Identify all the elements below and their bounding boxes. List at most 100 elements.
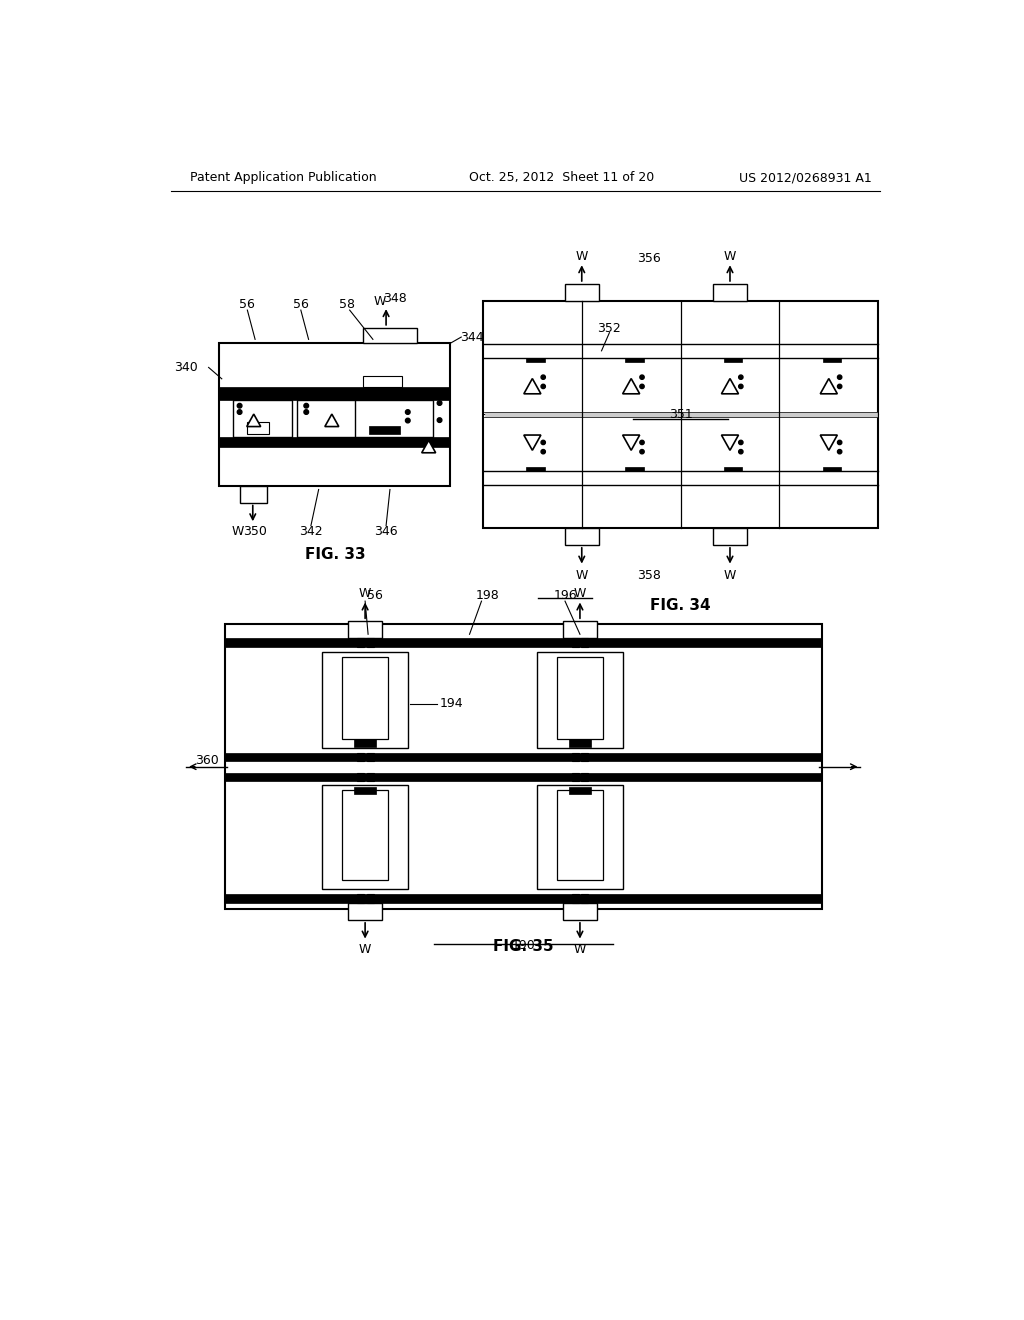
Text: 190: 190: [511, 939, 536, 952]
Bar: [569, 787, 591, 795]
Bar: [484, 412, 877, 417]
Circle shape: [838, 450, 842, 454]
Text: FIG. 33: FIG. 33: [304, 548, 366, 562]
Bar: [563, 903, 597, 920]
Bar: [569, 739, 591, 747]
Polygon shape: [422, 441, 435, 453]
Bar: [713, 528, 748, 545]
Text: Patent Application Publication: Patent Application Publication: [190, 172, 377, 185]
Text: W: W: [573, 587, 586, 601]
Circle shape: [738, 384, 743, 388]
Bar: [357, 774, 365, 780]
Bar: [563, 622, 597, 638]
Bar: [582, 894, 589, 903]
Bar: [822, 466, 841, 471]
Bar: [564, 284, 599, 301]
Polygon shape: [722, 436, 738, 450]
Text: W: W: [575, 569, 588, 582]
Text: W: W: [573, 942, 586, 956]
Bar: [483, 301, 879, 528]
Circle shape: [406, 418, 410, 422]
Text: W: W: [374, 296, 386, 308]
Circle shape: [640, 441, 644, 445]
Circle shape: [541, 441, 546, 445]
Text: 56: 56: [367, 589, 383, 602]
Bar: [225, 752, 821, 760]
Polygon shape: [524, 379, 541, 393]
Bar: [526, 358, 545, 362]
Bar: [357, 638, 365, 647]
Bar: [724, 358, 742, 362]
Text: 340: 340: [174, 360, 198, 374]
Bar: [240, 486, 266, 503]
Text: W: W: [724, 569, 736, 582]
Bar: [357, 752, 365, 760]
Text: 346: 346: [374, 525, 398, 539]
Circle shape: [738, 375, 743, 379]
Polygon shape: [820, 436, 838, 450]
Bar: [582, 752, 589, 760]
Bar: [582, 638, 589, 647]
Text: 196: 196: [553, 589, 577, 602]
Circle shape: [238, 409, 242, 414]
Bar: [323, 652, 408, 748]
Polygon shape: [524, 436, 541, 450]
Circle shape: [238, 404, 242, 408]
Bar: [342, 656, 388, 739]
Polygon shape: [623, 436, 640, 450]
Bar: [348, 622, 382, 638]
Bar: [225, 638, 821, 647]
Polygon shape: [247, 414, 261, 426]
Bar: [367, 638, 374, 647]
Bar: [219, 387, 451, 400]
Polygon shape: [325, 414, 339, 426]
Bar: [572, 638, 580, 647]
Text: 56: 56: [240, 298, 255, 312]
Bar: [713, 284, 748, 301]
Bar: [362, 376, 401, 387]
Bar: [219, 437, 451, 447]
Text: 360: 360: [195, 754, 219, 767]
Bar: [362, 327, 417, 343]
Circle shape: [738, 450, 743, 454]
Circle shape: [838, 375, 842, 379]
Circle shape: [640, 384, 644, 388]
Text: Oct. 25, 2012  Sheet 11 of 20: Oct. 25, 2012 Sheet 11 of 20: [469, 172, 654, 185]
Bar: [572, 774, 580, 780]
Text: US 2012/0268931 A1: US 2012/0268931 A1: [739, 172, 872, 185]
Text: FIG. 35: FIG. 35: [493, 939, 554, 953]
Circle shape: [541, 450, 546, 454]
Text: 356: 356: [637, 252, 660, 265]
Bar: [342, 789, 388, 880]
Circle shape: [437, 401, 442, 405]
Polygon shape: [820, 379, 838, 393]
Bar: [348, 903, 382, 920]
Bar: [233, 400, 292, 437]
Bar: [225, 774, 821, 780]
Bar: [357, 894, 365, 903]
Circle shape: [838, 384, 842, 388]
Bar: [367, 774, 374, 780]
Text: 56: 56: [293, 298, 309, 312]
Bar: [369, 426, 400, 434]
Text: 350: 350: [243, 525, 267, 539]
Bar: [225, 624, 821, 909]
Bar: [367, 752, 374, 760]
Bar: [297, 400, 367, 437]
Circle shape: [738, 441, 743, 445]
Bar: [355, 400, 432, 437]
Text: 351: 351: [669, 408, 692, 421]
Circle shape: [304, 404, 308, 408]
Circle shape: [640, 375, 644, 379]
Text: W: W: [724, 249, 736, 263]
Text: W: W: [359, 942, 372, 956]
Text: 342: 342: [299, 525, 323, 539]
Bar: [572, 752, 580, 760]
Bar: [248, 422, 269, 434]
Bar: [557, 789, 603, 880]
Bar: [225, 894, 821, 903]
Bar: [822, 358, 841, 362]
Bar: [564, 528, 599, 545]
Circle shape: [406, 409, 410, 414]
Circle shape: [541, 384, 546, 388]
